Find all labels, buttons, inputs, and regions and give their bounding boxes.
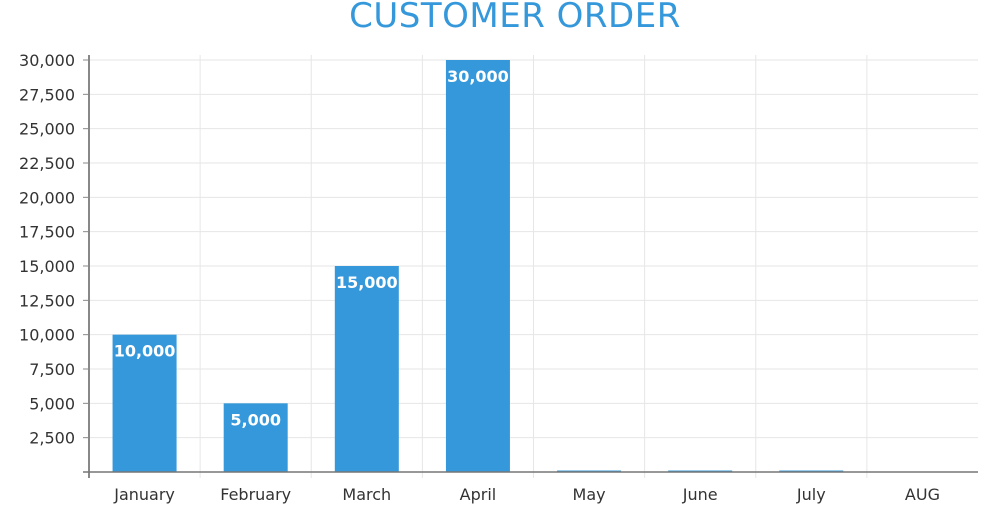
x-tick-label: June bbox=[682, 485, 718, 504]
bar-data-label: 5,000 bbox=[230, 410, 281, 429]
y-tick-label: 25,000 bbox=[19, 120, 75, 139]
x-tick-label: AUG bbox=[905, 485, 940, 504]
y-tick-label: 20,000 bbox=[19, 188, 75, 207]
bar bbox=[334, 266, 399, 472]
y-tick-label: 15,000 bbox=[19, 257, 75, 276]
bar-data-label: 10,000 bbox=[114, 342, 176, 361]
x-tick-label: March bbox=[342, 485, 391, 504]
x-tick-label: July bbox=[796, 485, 826, 504]
x-tick-label: April bbox=[460, 485, 497, 504]
x-tick-label: May bbox=[573, 485, 606, 504]
y-tick-label: 10,000 bbox=[19, 326, 75, 345]
bar-data-label: 30,000 bbox=[447, 67, 509, 86]
bar-data-label: 15,000 bbox=[336, 273, 398, 292]
bar bbox=[445, 60, 510, 472]
y-tick-label: 12,500 bbox=[19, 291, 75, 310]
bar bbox=[223, 403, 288, 472]
y-tick-label: 30,000 bbox=[19, 51, 75, 70]
y-tick-label: 17,500 bbox=[19, 223, 75, 242]
x-tick-label: February bbox=[220, 485, 291, 504]
y-tick-label: 27,500 bbox=[19, 85, 75, 104]
y-tick-label: 5,000 bbox=[29, 394, 75, 413]
y-tick-label: 7,500 bbox=[29, 360, 75, 379]
y-tick-label: 2,500 bbox=[29, 429, 75, 448]
bar bbox=[112, 334, 177, 472]
y-tick-label: 22,500 bbox=[19, 154, 75, 173]
x-tick-label: January bbox=[113, 485, 175, 504]
chart-title: CUSTOMER ORDER bbox=[349, 0, 681, 36]
